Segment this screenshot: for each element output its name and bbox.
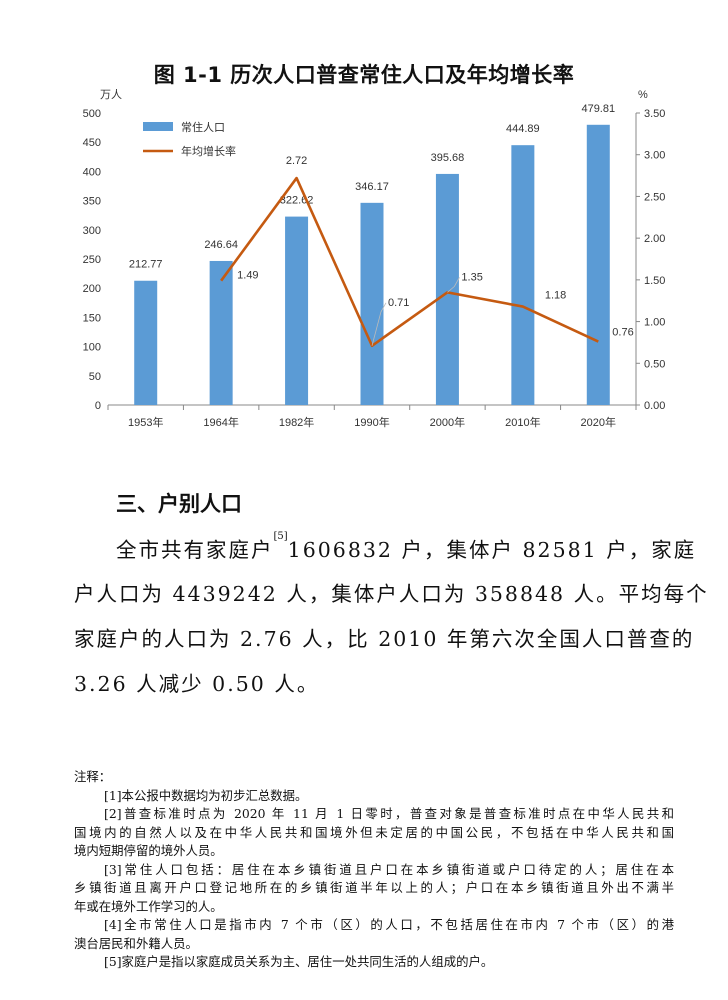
x-tick-label: 1990年 bbox=[354, 415, 389, 429]
bar-data-label: 444.89 bbox=[506, 123, 540, 135]
paragraph-text: 1606832 户，集体户 82581 户，家庭 bbox=[287, 538, 697, 562]
section-heading: 三、户别人口 bbox=[116, 492, 242, 516]
left-tick-label: 450 bbox=[83, 137, 101, 149]
right-tick-label: 3.00 bbox=[644, 150, 665, 162]
left-tick-label: 400 bbox=[83, 166, 101, 178]
x-tick-label: 1982年 bbox=[279, 415, 314, 429]
data-label-leader bbox=[447, 277, 460, 293]
right-tick-label: 0.00 bbox=[644, 400, 665, 412]
left-tick-label: 350 bbox=[83, 196, 101, 208]
x-tick-label: 1964年 bbox=[203, 415, 238, 429]
right-tick-label: 1.50 bbox=[644, 275, 665, 287]
x-tick-label: 1953年 bbox=[128, 415, 163, 429]
legend-label-population: 常住人口 bbox=[181, 120, 225, 134]
note-3: 乡镇街道且离开户口登记地所在的乡镇街道半年以上的人；户口在本乡镇街道且外出不满半 bbox=[74, 880, 674, 895]
bar-population bbox=[360, 202, 384, 405]
left-tick-label: 300 bbox=[83, 225, 101, 237]
line-data-label: 0.71 bbox=[388, 297, 409, 309]
notes-heading: 注释： bbox=[74, 769, 112, 784]
bar-data-label: 246.64 bbox=[204, 239, 238, 251]
paragraph-text: 全市共有家庭户 bbox=[116, 538, 274, 562]
line-data-label: 2.72 bbox=[286, 155, 307, 167]
left-tick-label: 500 bbox=[83, 108, 101, 120]
note-4: 澳台居民和外籍人员。 bbox=[74, 935, 198, 951]
bar-data-label: 212.77 bbox=[129, 259, 163, 271]
note-1: [1]本公报中数据均为初步汇总数据。 bbox=[104, 787, 308, 803]
note-4: [4]全市常住人口是指市内 7 个市（区）的人口，不包括居住在市内 7 个市（区… bbox=[104, 917, 674, 932]
notes: 注释： [1]本公报中数据均为初步汇总数据。 [2]普查标准时点为 2020 年… bbox=[74, 768, 674, 972]
left-tick-label: 200 bbox=[83, 283, 101, 295]
left-axis-unit: 万人 bbox=[100, 88, 122, 101]
note-2: 境内短期停留的境外人员。 bbox=[74, 843, 223, 858]
footnote-ref: [5] bbox=[273, 531, 288, 542]
chart-title: 图 1-1 历次人口普查常住人口及年均增长率 bbox=[153, 63, 575, 87]
left-tick-label: 100 bbox=[83, 342, 101, 354]
right-tick-label: 2.50 bbox=[644, 191, 665, 203]
paragraph-line-1: 全市共有家庭户[5]1606832 户，集体户 82581 户，家庭 bbox=[74, 531, 694, 563]
bar-population bbox=[435, 173, 459, 405]
right-tick-label: 2.00 bbox=[644, 233, 665, 245]
data-label-leader bbox=[371, 302, 387, 346]
right-tick-label: 1.00 bbox=[644, 317, 665, 329]
left-tick-label: 0 bbox=[95, 400, 101, 412]
line-data-label: 1.49 bbox=[237, 270, 258, 282]
bar-population bbox=[285, 216, 309, 405]
bar-data-label: 479.81 bbox=[581, 103, 615, 115]
x-tick-label: 2000年 bbox=[430, 415, 465, 429]
legend-label-growth: 年均增长率 bbox=[181, 144, 236, 158]
paragraph-line-2: 户人口为 4439242 人，集体户人口为 358848 人。平均每个 bbox=[74, 582, 709, 606]
legend-swatch-population bbox=[143, 122, 173, 131]
bar-population bbox=[134, 280, 158, 405]
note-5: [5]家庭户是指以家庭成员关系为主、居住一处共同生活的人组成的户。 bbox=[104, 954, 494, 969]
note-3: [3]常住人口包括：居住在本乡镇街道且户口在本乡镇街道或户口待定的人；居住在本 bbox=[104, 861, 674, 877]
growth-rate-line bbox=[220, 176, 599, 348]
paragraph-line-4: 3.26 人减少 0.50 人。 bbox=[74, 672, 320, 696]
line-data-label: 1.35 bbox=[461, 271, 482, 283]
line-data-label: 1.18 bbox=[545, 290, 566, 302]
note-3: 年或在境外工作学习的人。 bbox=[74, 898, 223, 914]
note-2: [2]普查标准时点为 2020 年 11 月 1 日零时，普查对象是普查标准时点… bbox=[104, 806, 674, 821]
population-chart: 万人 % 0 50 100 150 200 250 300 350 400 450 500 0.00 0.5… bbox=[83, 88, 666, 429]
paragraph-line-3: 家庭户的人口为 2.76 人，比 2010 年第六次全国人口普查的 bbox=[74, 627, 695, 651]
line-data-label: 0.76 bbox=[612, 327, 633, 339]
note-2: 国境内的自然人以及在中华人民共和国境外但未定居的中国公民，不包括在中华人民共和国 bbox=[74, 824, 674, 840]
x-tick-label: 2020年 bbox=[581, 415, 616, 429]
left-tick-label: 250 bbox=[83, 254, 101, 266]
left-tick-label: 150 bbox=[83, 312, 101, 324]
bar-population bbox=[209, 260, 233, 405]
bar-data-label: 395.68 bbox=[431, 152, 465, 164]
bar-data-label: 346.17 bbox=[355, 181, 389, 193]
bar-population bbox=[511, 145, 535, 405]
bar-population bbox=[586, 124, 610, 406]
right-axis-unit: % bbox=[638, 89, 648, 101]
right-tick-label: 3.50 bbox=[644, 108, 665, 120]
right-tick-label: 0.50 bbox=[644, 358, 665, 370]
x-tick-label: 2010年 bbox=[505, 415, 540, 429]
left-tick-label: 50 bbox=[89, 371, 101, 383]
